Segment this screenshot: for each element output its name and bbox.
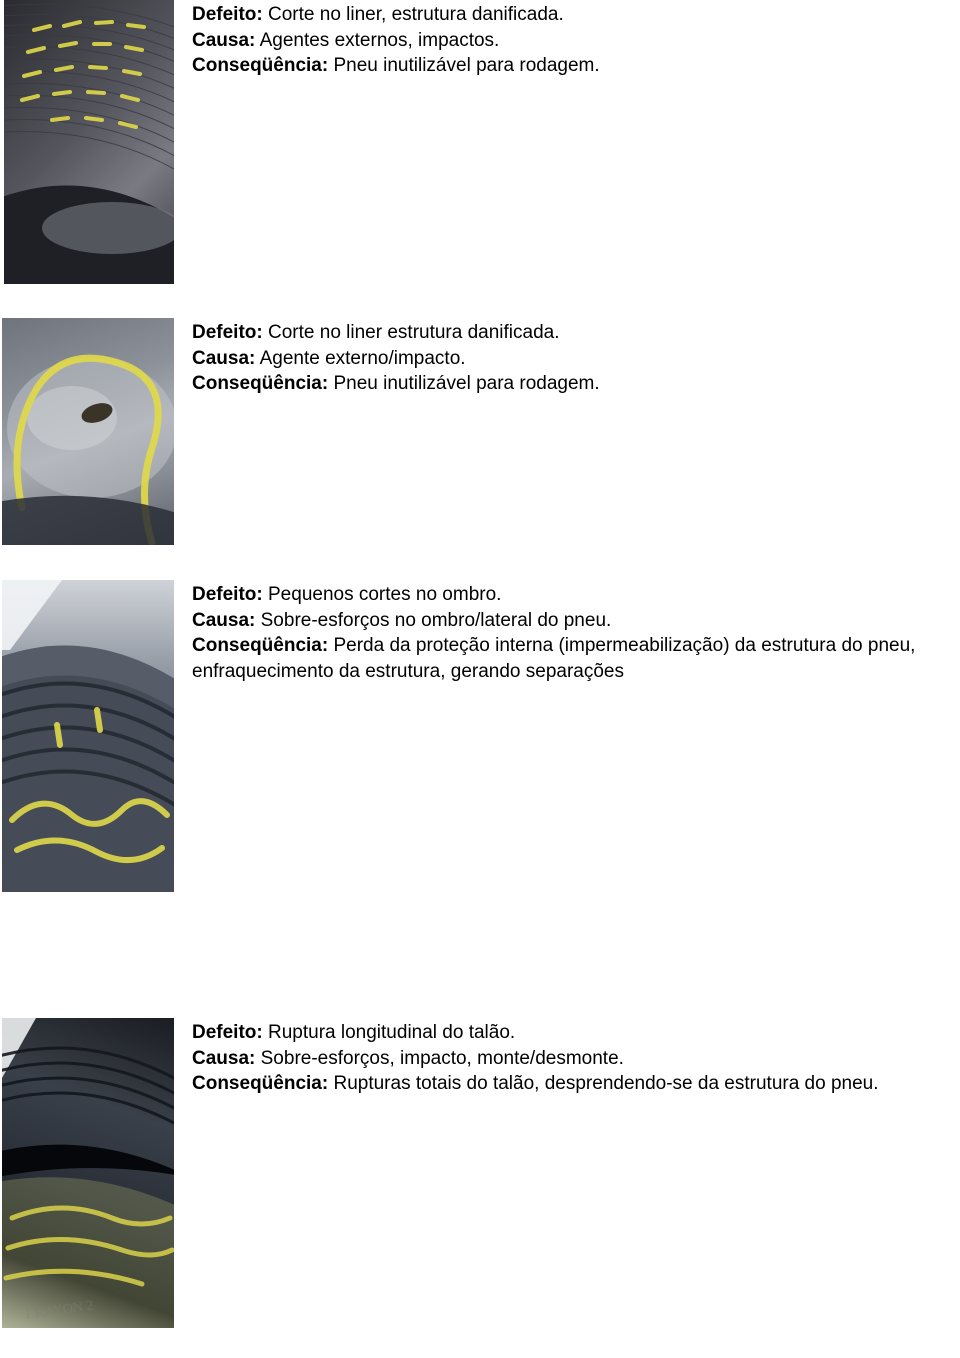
defect-text: Defeito: Corte no liner, estrutura danif… (174, 0, 600, 79)
defect-photo (4, 0, 174, 284)
consequencia-line: Conseqüência: Perda da proteção interna … (192, 633, 929, 684)
defect-text: Defeito: Corte no liner estrutura danifi… (174, 318, 600, 397)
defect-entry: 1 RAYON 2 Defeito: Ruptura longitudinal … (2, 1018, 879, 1328)
defeito-value: Pequenos cortes no ombro. (263, 584, 502, 605)
defeito-value: Corte no liner, estrutura danificada. (263, 4, 564, 25)
causa-line: Causa: Sobre-esforços no ombro/lateral d… (192, 608, 929, 634)
consequencia-value: Pneu inutilizável para rodagem. (328, 373, 599, 394)
defeito-line: Defeito: Corte no liner, estrutura danif… (192, 2, 600, 28)
consequencia-label: Conseqüência: (192, 373, 328, 394)
consequencia-line: Conseqüência: Rupturas totais do talão, … (192, 1071, 879, 1097)
defect-photo: 1 RAYON 2 (2, 1018, 174, 1328)
defeito-value: Corte no liner estrutura danificada. (263, 322, 560, 343)
defeito-line: Defeito: Ruptura longitudinal do talão. (192, 1020, 879, 1046)
defeito-label: Defeito: (192, 1022, 263, 1043)
causa-line: Causa: Sobre-esforços, impacto, monte/de… (192, 1046, 879, 1072)
causa-line: Causa: Agentes externos, impactos. (192, 28, 600, 54)
defeito-label: Defeito: (192, 584, 263, 605)
defect-entry: Defeito: Corte no liner, estrutura danif… (4, 0, 600, 284)
causa-label: Causa: (192, 610, 255, 631)
causa-value: Agente externo/impacto. (255, 348, 465, 369)
consequencia-value: Rupturas totais do talão, desprendendo-s… (328, 1073, 878, 1094)
defeito-value: Ruptura longitudinal do talão. (263, 1022, 515, 1043)
causa-label: Causa: (192, 348, 255, 369)
causa-label: Causa: (192, 1048, 255, 1069)
defect-text: Defeito: Ruptura longitudinal do talão. … (174, 1018, 879, 1097)
causa-value: Sobre-esforços no ombro/lateral do pneu. (255, 610, 611, 631)
consequencia-label: Conseqüência: (192, 635, 328, 656)
consequencia-line: Conseqüência: Pneu inutilizável para rod… (192, 53, 600, 79)
causa-value: Sobre-esforços, impacto, monte/desmonte. (255, 1048, 624, 1069)
defeito-line: Defeito: Corte no liner estrutura danifi… (192, 320, 600, 346)
defect-text: Defeito: Pequenos cortes no ombro. Causa… (174, 580, 929, 685)
causa-value: Agentes externos, impactos. (255, 30, 499, 51)
consequencia-label: Conseqüência: (192, 1073, 328, 1094)
consequencia-line: Conseqüência: Pneu inutilizável para rod… (192, 371, 600, 397)
defect-entry: Defeito: Pequenos cortes no ombro. Causa… (2, 580, 929, 892)
defect-entry: Defeito: Corte no liner estrutura danifi… (2, 318, 600, 545)
defeito-label: Defeito: (192, 4, 263, 25)
consequencia-value: Pneu inutilizável para rodagem. (328, 55, 599, 76)
defeito-label: Defeito: (192, 322, 263, 343)
defeito-line: Defeito: Pequenos cortes no ombro. (192, 582, 929, 608)
causa-label: Causa: (192, 30, 255, 51)
causa-line: Causa: Agente externo/impacto. (192, 346, 600, 372)
consequencia-label: Conseqüência: (192, 55, 328, 76)
defect-photo (2, 580, 174, 892)
defect-photo (2, 318, 174, 545)
